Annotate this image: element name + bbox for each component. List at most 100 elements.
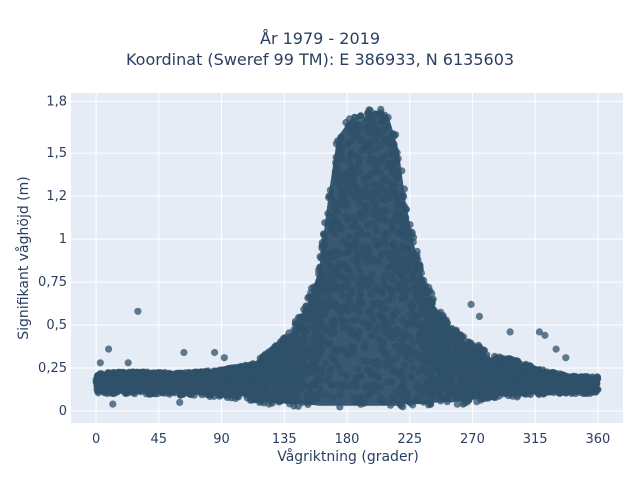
data-point [388,378,396,386]
data-point [355,327,363,335]
data-point [381,114,389,123]
data-point [356,290,364,298]
chart-title-line1: År 1979 - 2019 [260,29,380,48]
x-tick-label: 360 [585,432,610,447]
data-point [388,252,396,260]
data-point [346,382,354,390]
x-tick-label: 45 [151,432,168,447]
data-point [423,313,431,321]
data-point [230,375,238,383]
data-point [344,139,352,147]
data-point [180,348,188,357]
data-point [336,390,344,398]
data-point [483,364,491,373]
data-point [559,373,567,381]
data-point [375,311,383,319]
data-point [486,393,494,401]
data-point [402,243,410,252]
data-point [261,364,269,372]
data-point [416,263,424,271]
data-point [351,239,359,247]
y-tick-label: 1,2 [46,189,67,204]
data-point [220,354,228,362]
data-point [331,316,339,324]
data-point [401,334,409,342]
data-point [474,381,482,389]
data-point [387,288,395,296]
data-point [372,223,380,231]
data-point [243,394,251,402]
data-point [473,349,481,357]
data-point [343,283,351,291]
x-axis-ticks: 0 45 90 135 180 225 270 315 360 [92,432,610,447]
data-point [401,291,409,299]
dense-point-cloud [96,110,598,406]
data-point [342,169,350,178]
data-point [367,154,375,162]
data-point [306,351,314,359]
data-point [212,383,220,391]
data-point [333,216,341,224]
data-point [339,237,347,245]
data-point [423,368,431,376]
data-point [383,123,392,131]
data-point [415,298,424,306]
data-point [413,384,421,392]
data-point [322,325,331,333]
data-point [314,317,323,325]
data-point [280,363,288,371]
data-point [399,191,407,199]
data-point [347,326,355,334]
data-point [465,360,473,368]
data-point [388,330,396,338]
data-point [104,373,112,382]
data-point [293,395,301,403]
data-point [179,379,187,387]
data-point [552,345,560,353]
data-point [337,152,345,160]
data-point [299,360,307,368]
data-point [433,350,441,359]
data-point [374,323,382,331]
data-point [124,359,132,367]
data-point [365,140,374,148]
data-point [462,354,470,362]
data-point [333,348,341,356]
data-point [316,263,324,271]
data-point [403,235,411,243]
data-point [376,159,384,167]
data-point [503,357,511,365]
data-point [357,371,365,379]
x-tick-label: 0 [92,432,100,447]
data-point [562,354,570,362]
data-point [410,282,418,290]
data-point [302,369,310,377]
data-point [356,209,364,218]
data-point [355,266,363,274]
data-point [392,266,400,275]
data-point [320,311,328,319]
data-point [348,287,356,295]
data-point [268,399,276,407]
data-point [583,373,591,381]
data-point [375,298,383,306]
data-point [379,206,388,215]
data-point [353,305,361,313]
data-point [522,376,531,384]
data-point [419,357,427,365]
data-point [364,231,372,239]
data-point [368,316,376,325]
data-point [362,258,370,266]
data-point [413,394,421,402]
data-point [307,345,315,353]
data-point [279,355,287,363]
data-point [389,246,397,254]
data-point [314,395,322,403]
data-point [331,168,339,176]
data-point [488,358,496,366]
data-point [324,210,332,218]
data-point [515,384,523,392]
data-point [454,383,462,391]
y-axis-ticks: 0 0,25 0,5 0,75 1 1,2 1,5 1,8 [38,95,67,419]
